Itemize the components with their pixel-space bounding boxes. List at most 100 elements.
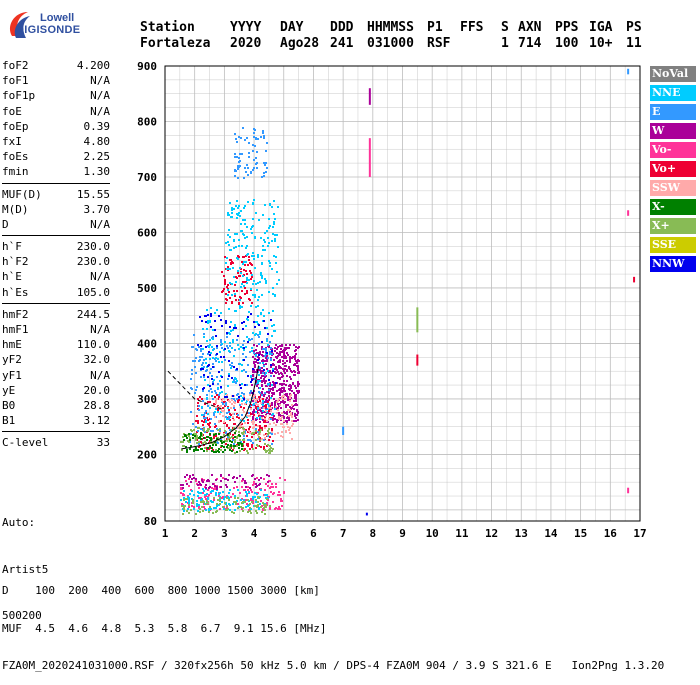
data-point — [218, 448, 220, 450]
data-point — [207, 423, 209, 425]
data-point — [277, 377, 279, 379]
data-point — [277, 206, 279, 208]
data-point — [265, 357, 267, 359]
param-value: 4.200 — [76, 59, 110, 72]
data-point — [253, 159, 255, 161]
data-point — [225, 298, 227, 300]
data-point — [238, 417, 240, 419]
header-value-5: RSF — [427, 36, 451, 51]
data-point — [209, 401, 211, 403]
data-point — [256, 345, 258, 347]
data-point — [220, 356, 222, 358]
data-point — [259, 416, 261, 418]
data-point — [234, 509, 236, 511]
data-point — [222, 407, 224, 409]
x-tick-label: 6 — [310, 527, 317, 540]
data-point — [269, 353, 271, 355]
data-point — [255, 501, 257, 503]
data-point — [240, 422, 242, 424]
data-point — [243, 489, 245, 491]
data-point — [260, 370, 262, 372]
data-point — [264, 241, 266, 243]
data-point — [284, 368, 286, 370]
data-point — [279, 392, 281, 394]
x-tick-label: 7 — [340, 527, 347, 540]
data-point — [238, 239, 240, 241]
data-point — [250, 390, 252, 392]
data-point — [291, 390, 293, 392]
data-point — [240, 210, 242, 212]
data-point — [262, 404, 264, 406]
data-point — [268, 260, 270, 262]
data-point — [224, 430, 226, 432]
data-point — [235, 138, 237, 140]
data-point — [220, 474, 222, 476]
data-point — [234, 439, 236, 441]
data-point — [274, 238, 276, 240]
data-point — [214, 423, 216, 425]
data-point — [269, 225, 271, 227]
data-point — [244, 223, 246, 225]
data-point — [223, 275, 225, 277]
data-point — [251, 338, 253, 340]
data-point — [243, 411, 245, 413]
data-point — [218, 371, 220, 373]
data-point — [276, 421, 278, 423]
data-point — [275, 483, 277, 485]
data-point — [207, 376, 209, 378]
data-point — [216, 394, 218, 396]
data-point — [270, 375, 272, 377]
data-point — [181, 505, 183, 507]
data-point — [188, 433, 190, 435]
data-point — [226, 394, 228, 396]
data-point — [198, 504, 200, 506]
data-point — [297, 359, 299, 361]
data-point — [264, 425, 266, 427]
data-point — [239, 442, 241, 444]
data-point — [218, 394, 220, 396]
data-point — [231, 365, 233, 367]
data-point — [247, 505, 249, 507]
data-point — [294, 385, 296, 387]
data-point — [203, 428, 205, 430]
data-point — [277, 403, 279, 405]
data-point — [226, 486, 228, 488]
param-value: 4.80 — [83, 134, 111, 148]
data-point — [263, 439, 265, 441]
data-point — [273, 324, 275, 326]
data-point — [234, 133, 236, 135]
data-point — [252, 252, 254, 254]
data-point — [217, 358, 219, 360]
param-name: C-level — [2, 436, 49, 450]
data-point — [262, 388, 264, 390]
data-point — [255, 400, 257, 402]
data-point — [223, 446, 225, 448]
data-point — [217, 387, 219, 389]
param-value: N/A — [90, 323, 110, 336]
data-point — [208, 346, 210, 348]
data-point — [227, 385, 229, 387]
data-point — [233, 247, 235, 249]
data-point — [255, 361, 257, 363]
data-point — [256, 167, 258, 169]
param-row: foF1p N/A — [2, 88, 110, 103]
data-point — [200, 368, 202, 370]
data-point — [244, 480, 246, 482]
data-point — [188, 501, 190, 503]
data-point — [239, 215, 241, 217]
data-point — [209, 358, 211, 360]
data-point — [234, 495, 236, 497]
data-point — [206, 328, 208, 330]
data-point — [263, 434, 265, 436]
data-point — [202, 368, 204, 370]
data-point — [240, 395, 242, 397]
data-point — [194, 360, 196, 362]
data-point — [241, 403, 243, 405]
data-point — [229, 437, 231, 439]
data-point — [226, 268, 228, 270]
data-point — [269, 403, 271, 405]
data-point — [250, 489, 252, 491]
data-point — [221, 347, 223, 349]
data-point — [211, 395, 213, 397]
data-point — [252, 218, 254, 220]
